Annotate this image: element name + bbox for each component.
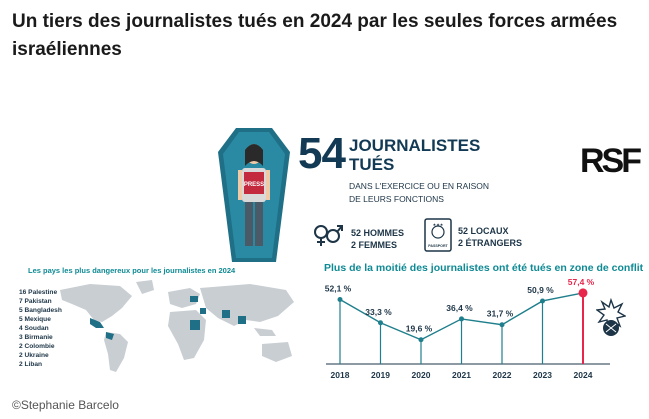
women-count: 2 FEMMES (351, 240, 398, 250)
killed-label: TUÉS (349, 155, 395, 174)
chart-x-tick-label: 2019 (371, 370, 390, 380)
rsf-logo: RSF (580, 142, 642, 180)
chart-data-label: 52,1 % (325, 283, 352, 293)
country-item: 5 Mexique (19, 316, 51, 323)
map-title: Les pays les plus dangereux pour les jou… (28, 266, 236, 275)
country-item: 2 Liban (19, 361, 43, 368)
foreigners-count: 2 ÉTRANGERS (458, 238, 523, 248)
journalists-label: JOURNALISTES (349, 136, 481, 155)
chart-point (499, 322, 505, 328)
chart-x-tick-label: 2020 (412, 370, 431, 380)
chart-x-tick-label: 2022 (493, 370, 512, 380)
article-headline: Un tiers des journalistes tués en 2024 p… (12, 11, 618, 60)
chart-point (540, 298, 545, 304)
svg-text:★★★: ★★★ (433, 222, 444, 227)
grenade-icon (596, 298, 626, 336)
press-vest-label: PRESS (244, 182, 264, 188)
chart-x-tick-label: 2021 (452, 370, 471, 380)
locals-count: 52 LOCAUX (458, 226, 509, 236)
conflict-zone-line-chart: 52,1 % 2018 33,3 % 2019 19,6 % 2020 36,4 % 2021… (325, 277, 610, 380)
country-item: 3 Birmanie (19, 334, 53, 341)
total-killed-number: 54 (298, 129, 346, 178)
country-item: 7 Pakistan (19, 298, 52, 305)
chart-title: Plus de la moitié des journalistes ont é… (324, 262, 644, 274)
chart-data-label: 50,9 % (527, 285, 554, 295)
country-item: 2 Colombie (19, 343, 55, 350)
gender-icon (314, 225, 343, 246)
passport-label: PASSPORT (428, 244, 448, 248)
chart-point (418, 337, 424, 343)
chart-data-label: 33,3 % (365, 307, 392, 317)
country-item: 16 Palestine (19, 289, 58, 296)
chart-point (578, 288, 588, 298)
world-map (60, 280, 294, 372)
men-count: 52 HOMMES (351, 228, 405, 238)
country-item: 5 Bangladesh (19, 307, 62, 314)
chart-data-label: 57,4 % (568, 277, 595, 287)
context-line-2: DE LEURS FONCTIONS (349, 194, 444, 204)
chart-point (459, 316, 464, 322)
chart-data-label: 19,6 % (406, 324, 433, 334)
chart-point (378, 320, 383, 326)
chart-point (337, 296, 343, 302)
chart-data-label: 36,4 % (446, 303, 473, 313)
context-line-1: DANS L'EXERCICE OU EN RAISON (349, 181, 490, 191)
passport-icon: ★★★ PASSPORT (424, 218, 452, 252)
press-coffin-illustration: PRESS (218, 128, 290, 262)
country-item: 2 Ukraine (19, 352, 49, 359)
chart-x-tick-label: 2024 (574, 370, 593, 380)
chart-x-tick-label: 2018 (331, 370, 350, 380)
chart-x-tick-label: 2023 (533, 370, 552, 380)
country-item: 4 Soudan (19, 325, 49, 332)
chart-data-label: 31,7 % (487, 309, 514, 319)
photo-credit: ©Stephanie Barcelo (12, 398, 119, 412)
